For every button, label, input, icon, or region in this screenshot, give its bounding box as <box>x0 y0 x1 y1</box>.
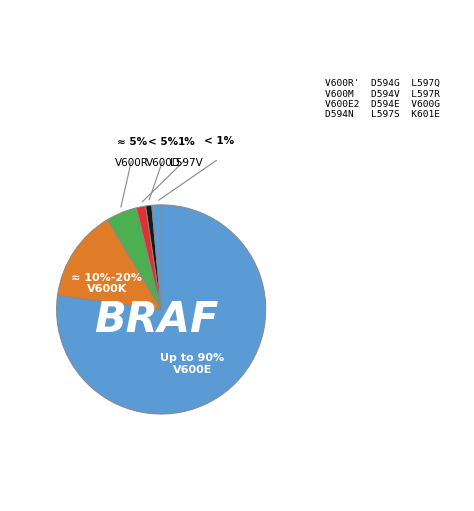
Wedge shape <box>152 205 161 310</box>
Text: BRAF: BRAF <box>94 299 218 341</box>
Text: 1%: 1% <box>177 137 195 147</box>
Text: ≈ 10%-20%
V600K: ≈ 10%-20% V600K <box>71 272 142 294</box>
Text: < 5%: < 5% <box>148 137 178 147</box>
Text: ≈ 5%: ≈ 5% <box>117 137 147 147</box>
Text: V600R'  D594G  L597Q
V600M   D594V  L597R
V600E2  D594E  V600G
D594N   L597S  K6: V600R' D594G L597Q V600M D594V L597R V60… <box>325 79 440 120</box>
Wedge shape <box>108 208 161 310</box>
Text: V600D: V600D <box>146 158 181 168</box>
Wedge shape <box>146 205 161 310</box>
Text: V600R: V600R <box>115 158 149 168</box>
Wedge shape <box>137 206 161 310</box>
Wedge shape <box>57 220 161 310</box>
Text: < 1%: < 1% <box>204 136 234 146</box>
Text: Up to 90%
V600E: Up to 90% V600E <box>161 353 225 375</box>
Text: L597V: L597V <box>170 158 203 168</box>
Wedge shape <box>56 205 266 414</box>
